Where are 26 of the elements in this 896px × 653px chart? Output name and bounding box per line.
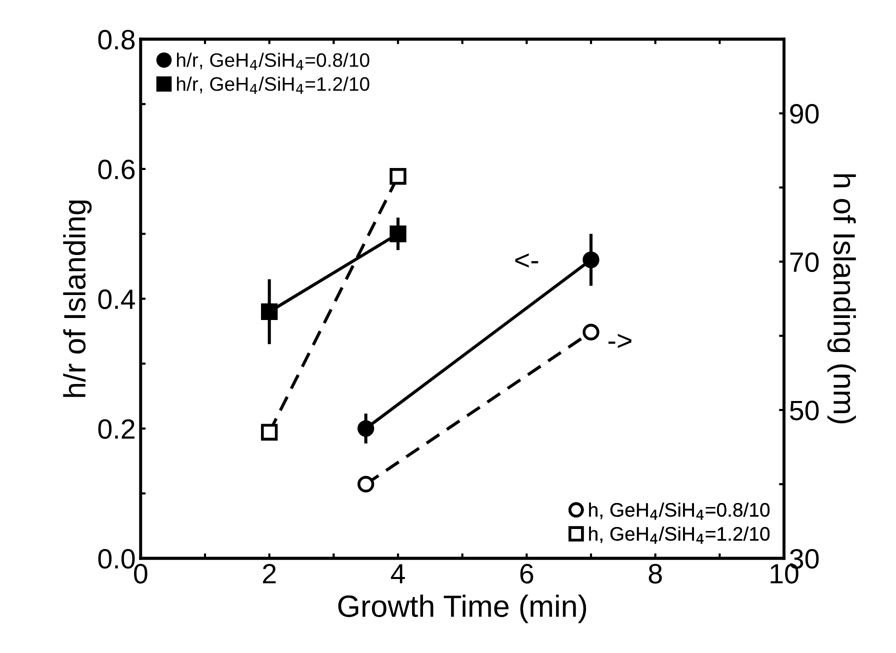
point — [358, 476, 374, 492]
y-tick-label: 0.2 — [98, 419, 134, 439]
x-tick-label: 4 — [390, 564, 405, 584]
x-tick-label: 2 — [263, 564, 276, 584]
legend-label: h/r, GeH$_{4}$/SiH$_{4}$=1.2/10 — [177, 76, 370, 94]
y2-tick-label: 70 — [790, 252, 819, 272]
point — [390, 168, 406, 185]
x-tick-label: 6 — [520, 564, 534, 584]
x-tick-label: 0 — [134, 564, 148, 584]
annotation: <- — [515, 253, 538, 268]
y-tick-label: 0.6 — [98, 160, 135, 180]
y-tick-label: 0.0 — [98, 548, 135, 569]
legend-label: h/r, GeH$_{4}$/SiH$_{4}$=0.8/10 — [177, 52, 370, 70]
legend-label: h, GeH$_{4}$/SiH$_{4}$=0.8/10 — [589, 502, 770, 520]
legend-label: h, GeH$_{4}$/SiH$_{4}$=1.2/10 — [589, 526, 770, 544]
x-tick-label: 8 — [648, 564, 662, 584]
y-tick-label: 0.8 — [98, 30, 135, 50]
point — [261, 424, 278, 441]
point — [582, 324, 600, 340]
annotation: -> — [608, 334, 632, 348]
y2-tick-label: 90 — [790, 104, 819, 124]
y-tick-label: 0.4 — [98, 289, 135, 310]
y2-axis-title: h of Islanding (nm) — [827, 174, 856, 424]
y2-tick-label: 50 — [790, 400, 819, 420]
x-axis-title: Growth Time (min) — [338, 594, 586, 624]
y-axis-title: h/r of Islanding — [63, 200, 92, 397]
